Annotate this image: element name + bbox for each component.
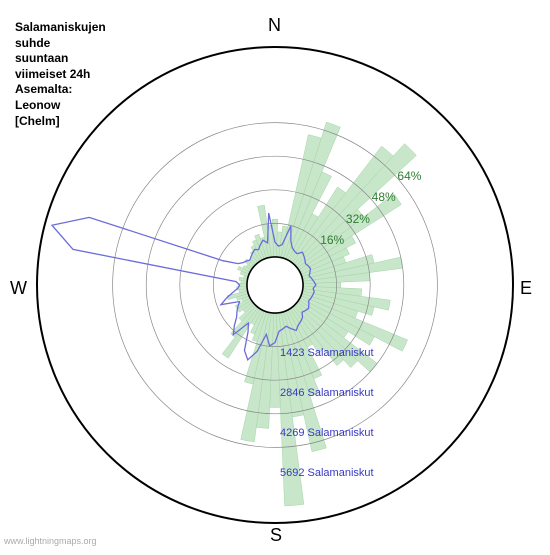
cardinal-w: W bbox=[10, 278, 27, 299]
strike-ring-label: 5692 Salamaniskut bbox=[280, 467, 374, 479]
chart-title: Salamaniskujen suhde suuntaan viimeiset … bbox=[15, 20, 106, 129]
cardinal-s: S bbox=[270, 525, 282, 546]
pct-ring-label: 48% bbox=[372, 190, 396, 204]
pct-ring-label: 64% bbox=[397, 169, 421, 183]
footer-credit: www.lightningmaps.org bbox=[4, 536, 97, 546]
cardinal-n: N bbox=[268, 15, 281, 36]
strike-ring-label: 1423 Salamaniskut bbox=[280, 347, 374, 359]
cardinal-e: E bbox=[520, 278, 532, 299]
strike-ring-label: 4269 Salamaniskut bbox=[280, 427, 374, 439]
pct-ring-label: 32% bbox=[346, 212, 370, 226]
strike-ring-label: 2846 Salamaniskut bbox=[280, 387, 374, 399]
pct-ring-label: 16% bbox=[320, 233, 344, 247]
